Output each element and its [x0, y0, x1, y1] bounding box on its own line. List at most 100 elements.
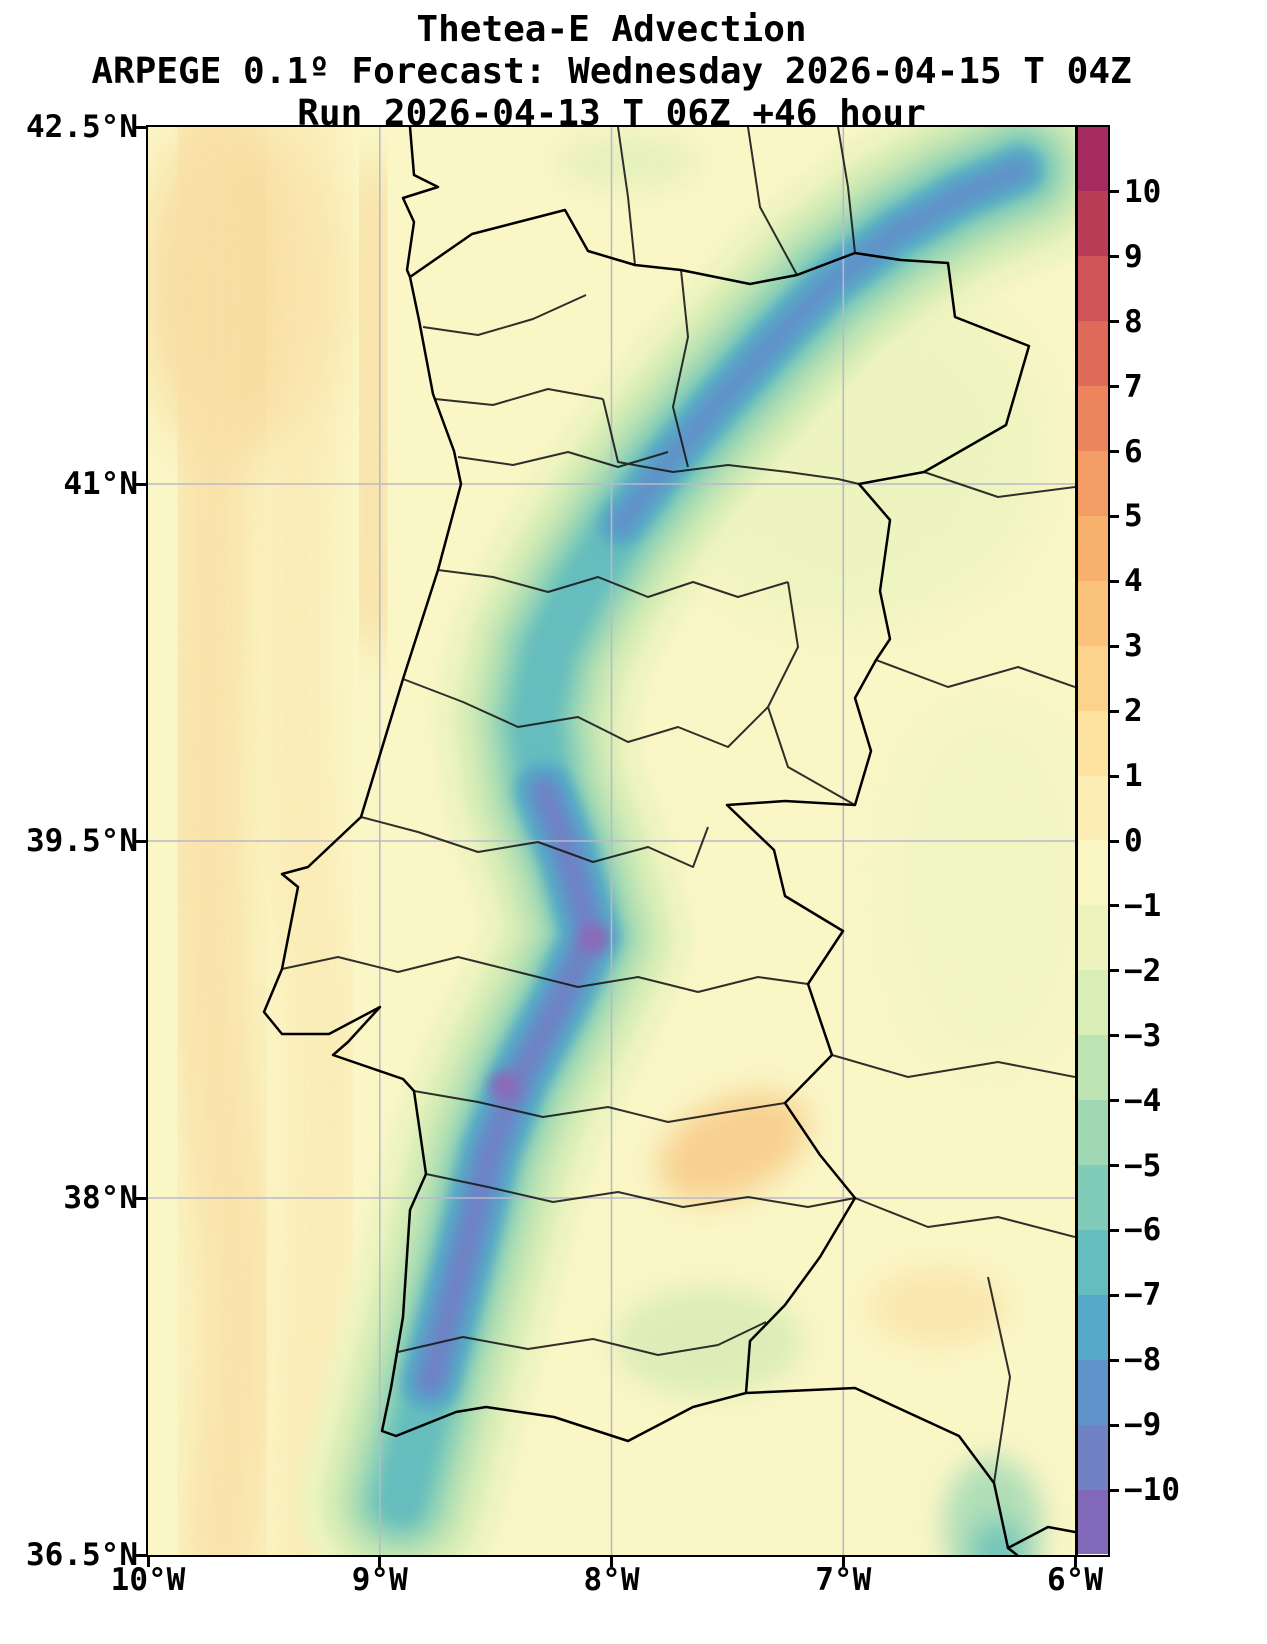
colorbar-tick-label: −2 — [1124, 952, 1162, 989]
colorbar-tick — [1110, 1358, 1119, 1362]
x-axis-tick — [1073, 1555, 1077, 1567]
advection-minimum — [577, 923, 608, 954]
colorbar-tick-label: −1 — [1124, 887, 1162, 924]
colorbar-segment — [1077, 970, 1108, 1036]
advection-band-group — [297, 126, 1075, 1555]
y-tick-label: 41°N — [63, 466, 138, 502]
colorbar-tick-label: −9 — [1124, 1407, 1162, 1444]
colorbar-tick-label: 9 — [1124, 238, 1143, 275]
y-tick-label: 39.5°N — [26, 823, 138, 859]
colorbar-segment — [1077, 645, 1108, 711]
colorbar-tick-label: 3 — [1124, 628, 1143, 665]
y-axis-tick — [136, 482, 148, 486]
colorbar-tick — [1110, 644, 1119, 648]
chart-subtitle: ARPEGE 0.1º Forecast: Wednesday 2026-04-… — [91, 51, 1132, 92]
y-tick-label: 42.5°N — [26, 109, 138, 145]
colorbar-tick-label: −7 — [1124, 1277, 1162, 1314]
colorbar-segment — [1077, 1035, 1108, 1101]
advection-contour-level — [609, 158, 1030, 535]
coastline — [262, 126, 1075, 1555]
map-svg — [147, 126, 1075, 1555]
colorbar-tick — [1110, 579, 1119, 583]
colorbar-tick — [1110, 1488, 1119, 1492]
x-axis-tick — [378, 1555, 382, 1567]
colorbar-segment — [1077, 386, 1108, 452]
advection-minimum — [489, 1070, 520, 1101]
colorbar-tick — [1110, 969, 1119, 973]
colorbar-tick-label: −5 — [1124, 1147, 1162, 1184]
colorbar-tick-label: 1 — [1124, 758, 1143, 795]
colorbar-tick — [1110, 514, 1119, 518]
colorbar-segment — [1077, 451, 1108, 516]
colorbar-tick-label: 10 — [1124, 173, 1162, 210]
colorbar-tick — [1110, 709, 1119, 713]
colorbar-tick-label: −3 — [1124, 1017, 1162, 1054]
x-tick-label: 7°W — [815, 1562, 872, 1598]
y-tick-label: 38°N — [63, 1180, 138, 1216]
district-borders — [281, 126, 1075, 1483]
colorbar-tick — [1110, 320, 1119, 324]
colorbar-segment — [1077, 1100, 1108, 1165]
colorbar-tick — [1110, 1034, 1119, 1038]
y-axis-tick — [136, 839, 148, 843]
x-tick-label: 8°W — [583, 1562, 640, 1598]
colorbar-tick — [1110, 450, 1119, 454]
advection-contour-level — [421, 781, 600, 1390]
colorbar-tick — [1110, 1293, 1119, 1297]
colorbar-segment — [1077, 1489, 1108, 1555]
x-tick-label: 9°W — [351, 1562, 408, 1598]
colorbar-tick-label: 6 — [1124, 433, 1143, 470]
gridlines-group — [147, 126, 1075, 1555]
colorbar-segment — [1077, 256, 1108, 322]
colorbar-segment — [1077, 905, 1108, 971]
colorbar-tick — [1110, 774, 1119, 778]
colorbar-segment — [1077, 840, 1108, 906]
colorbar-segment — [1077, 775, 1108, 841]
colorbar-segment — [1077, 1229, 1108, 1295]
colorbar-tick-label: 5 — [1124, 498, 1143, 535]
x-tick-label: 6°W — [1047, 1562, 1103, 1598]
colorbar-tick — [1110, 190, 1119, 194]
colorbar-tick-label: 7 — [1124, 368, 1143, 405]
colorbar-segment — [1077, 126, 1108, 192]
chart-title: Thetea-E Advection — [416, 9, 807, 50]
colorbar-tick — [1110, 1099, 1119, 1103]
national-border — [408, 208, 1030, 1393]
colorbar-tick-label: −6 — [1124, 1212, 1162, 1249]
colorbar — [1075, 124, 1110, 1557]
colorbar-tick-label: −10 — [1124, 1472, 1180, 1509]
colorbar-segment — [1077, 191, 1108, 257]
colorbar-segment — [1077, 1424, 1108, 1490]
colorbar-tick-label: −4 — [1124, 1082, 1162, 1119]
colorbar-tick-label: 8 — [1124, 303, 1143, 340]
colorbar-tick — [1110, 1164, 1119, 1168]
y-axis-tick — [136, 1196, 148, 1200]
colorbar-tick-label: −8 — [1124, 1342, 1162, 1379]
colorbar-tick — [1110, 1423, 1119, 1427]
y-axis-tick — [136, 1553, 148, 1557]
colorbar-segment — [1077, 580, 1108, 646]
x-axis-tick — [841, 1555, 845, 1567]
colorbar-tick — [1110, 255, 1119, 259]
colorbar-tick-label: 0 — [1124, 823, 1143, 859]
colorbar-tick-label: 4 — [1124, 563, 1143, 600]
colorbar-segment — [1077, 321, 1108, 387]
colorbar-segment — [1077, 515, 1108, 581]
ocean-texture-group — [147, 126, 402, 1555]
y-axis-tick — [136, 125, 148, 129]
colorbar-tick — [1110, 385, 1119, 389]
colorbar-segment — [1077, 1294, 1108, 1360]
colorbar-segment — [1077, 1359, 1108, 1425]
colorbar-segment — [1077, 710, 1108, 776]
x-tick-label: 10°W — [110, 1562, 186, 1598]
colorbar-segment — [1077, 1165, 1108, 1230]
colorbar-tick-label: 2 — [1124, 693, 1143, 730]
colorbar-tick — [1110, 1228, 1119, 1232]
x-axis-tick — [146, 1555, 150, 1567]
colorbar-tick — [1110, 904, 1119, 908]
colorbar-tick — [1110, 839, 1119, 843]
y-tick-label: 36.5°N — [26, 1537, 138, 1573]
map-plot-area — [145, 124, 1077, 1557]
x-axis-tick — [610, 1555, 613, 1567]
